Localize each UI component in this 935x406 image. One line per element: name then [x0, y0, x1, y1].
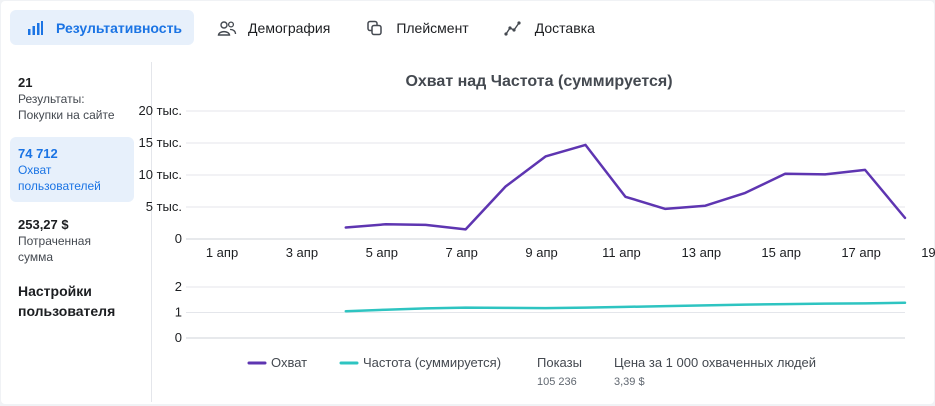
tab-bar: Результативность Демография Плейсмент	[10, 10, 615, 45]
tab-label: Доставка	[534, 19, 595, 36]
placement-icon	[364, 19, 386, 37]
metric-reach[interactable]: 74 712 Охват пользователей	[10, 137, 134, 202]
y-tick-label: 0	[175, 231, 182, 246]
metric-spent[interactable]: 253,27 $ Потраченная сумма	[10, 208, 134, 273]
x-tick-label: 5 апр	[366, 245, 398, 260]
x-tick-label: 1 апр	[206, 245, 238, 260]
tab-placement[interactable]: Плейсмент	[350, 10, 480, 45]
metric-label: Результаты: Покупки на сайте	[18, 92, 115, 122]
x-tick-label: 3 апр	[286, 245, 318, 260]
chart-title: Охват над Частота (суммируется)	[405, 73, 672, 90]
delivery-icon	[503, 19, 525, 37]
tab-demography[interactable]: Демография	[202, 10, 342, 45]
frequency-series-line[interactable]	[344, 301, 907, 313]
y-tick-label: 10 тыс.	[139, 167, 182, 182]
legend-cpm-value: 3,39 $	[614, 376, 645, 388]
user-settings-link[interactable]: Настройки пользователя	[18, 283, 116, 319]
legend-frequency-label[interactable]: Частота (суммируется)	[363, 355, 501, 370]
metrics-sidebar: 21 Результаты: Покупки на сайте 74 712 О…	[10, 66, 134, 279]
y-tick-label: 2	[175, 279, 182, 294]
y-tick-label: 20 тыс.	[139, 103, 182, 118]
bar-chart-icon	[24, 19, 46, 37]
x-tick-label: 11 апр	[602, 245, 641, 260]
metric-label: Охват пользователей	[18, 163, 101, 193]
y-tick-label: 5 тыс.	[146, 199, 182, 214]
metric-value: 74 712	[18, 146, 58, 161]
metric-label: Потраченная сумма	[18, 234, 91, 264]
tab-label: Результативность	[56, 19, 183, 36]
metric-results[interactable]: 21 Результаты: Покупки на сайте	[10, 66, 134, 131]
people-icon	[216, 19, 238, 37]
tab-label: Плейсмент	[396, 19, 469, 36]
y-tick-label: 15 тыс.	[139, 135, 182, 150]
legend-impressions-label: Показы	[537, 355, 582, 370]
y-tick-label: 1	[175, 305, 182, 320]
x-tick-label: 13 апр	[682, 245, 722, 260]
reach-series-line[interactable]	[344, 143, 907, 231]
metric-value: 253,27 $	[18, 217, 69, 232]
y-tick-label: 0	[175, 330, 182, 345]
tab-delivery[interactable]: Доставка	[489, 10, 607, 45]
metric-value: 21	[18, 75, 33, 90]
tab-label: Демография	[248, 19, 331, 36]
x-tick-label: 7 апр	[445, 245, 477, 260]
x-tick-label: 15 апр	[761, 245, 801, 260]
x-tick-label: 17 апр	[841, 245, 881, 260]
tab-performance[interactable]: Результативность	[10, 10, 195, 45]
x-tick-label: 9 апр	[525, 245, 557, 260]
sidebar-divider	[151, 62, 152, 402]
legend-reach-label[interactable]: Охват	[271, 355, 307, 370]
legend-impressions-value: 105 236	[537, 376, 577, 388]
legend-cpm-label: Цена за 1 000 охваченных людей	[614, 355, 816, 370]
x-tick-label: 19 апр	[921, 245, 935, 260]
